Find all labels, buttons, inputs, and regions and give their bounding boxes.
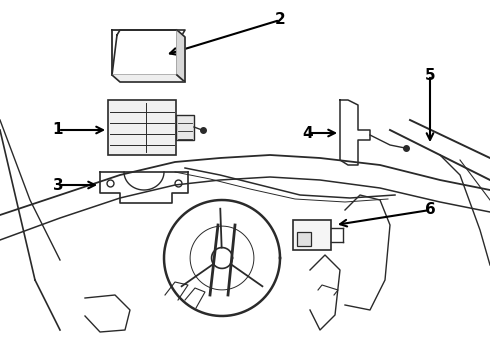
Bar [297,232,311,246]
Text: 2: 2 [274,13,285,27]
Bar [108,100,176,155]
Text: 3: 3 [53,177,63,193]
Text: 5: 5 [425,68,435,82]
Bar [176,115,194,140]
Polygon shape [177,30,185,82]
Text: 4: 4 [303,126,313,140]
Text: 1: 1 [53,122,63,138]
Text: 6: 6 [425,202,436,217]
Bar [293,220,331,250]
Polygon shape [112,75,185,82]
